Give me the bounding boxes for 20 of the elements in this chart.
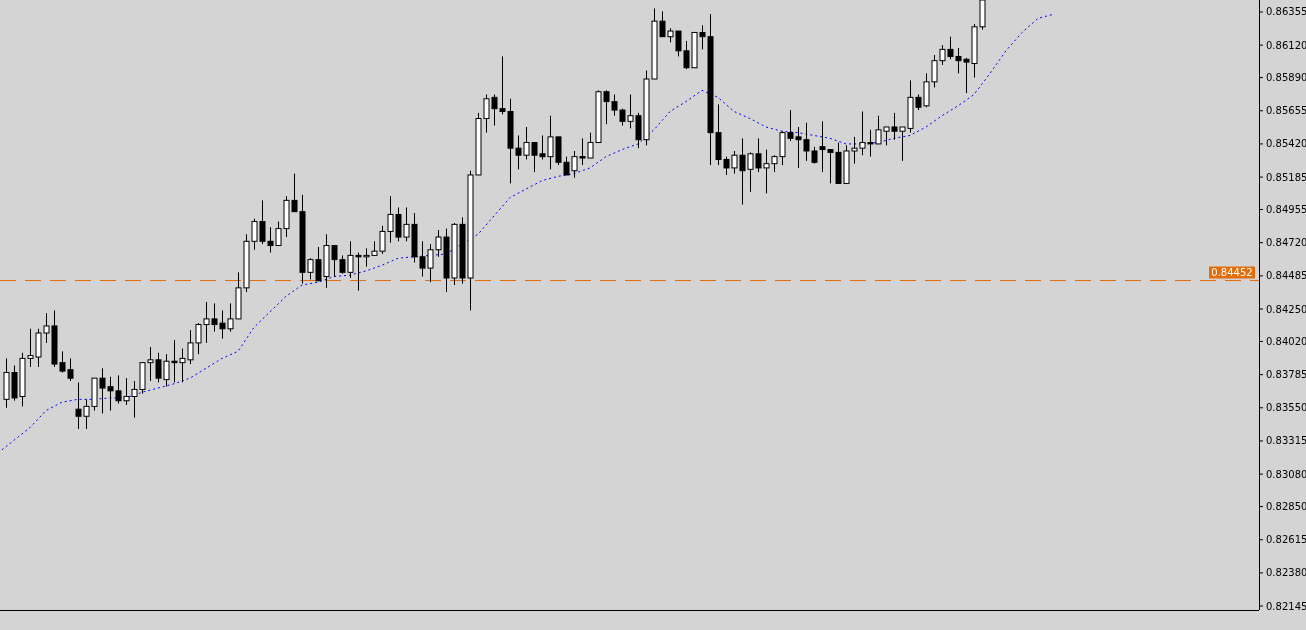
y-tick-label: 0.82380 (1266, 567, 1306, 579)
y-tick-label: 0.84955 (1266, 204, 1306, 216)
y-tick-label: 0.84250 (1266, 303, 1306, 315)
y-tick-label: 0.84720 (1266, 237, 1306, 249)
y-tick-label: 0.85655 (1266, 105, 1306, 117)
y-tick-label: 0.85420 (1266, 138, 1306, 150)
y-tick-label: 0.83785 (1266, 369, 1306, 381)
y-tick-label: 0.83315 (1266, 435, 1306, 447)
y-tick-label: 0.85185 (1266, 171, 1306, 183)
y-tick-label: 0.83550 (1266, 402, 1306, 414)
y-tick-label: 0.82850 (1266, 501, 1306, 513)
y-tick-label: 0.83080 (1266, 468, 1306, 480)
y-tick-label: 0.85890 (1266, 72, 1306, 84)
y-tick-label: 0.86355 (1266, 6, 1306, 18)
y-tick-label: 0.86120 (1266, 39, 1306, 51)
y-tick-label: 0.84485 (1266, 270, 1306, 282)
y-tick-label: 0.82615 (1266, 534, 1306, 546)
y-tick-label: 0.82145 (1266, 600, 1306, 612)
y-tick-label: 0.84020 (1266, 335, 1306, 347)
ref-line-label: 0.84452 (1211, 267, 1253, 279)
